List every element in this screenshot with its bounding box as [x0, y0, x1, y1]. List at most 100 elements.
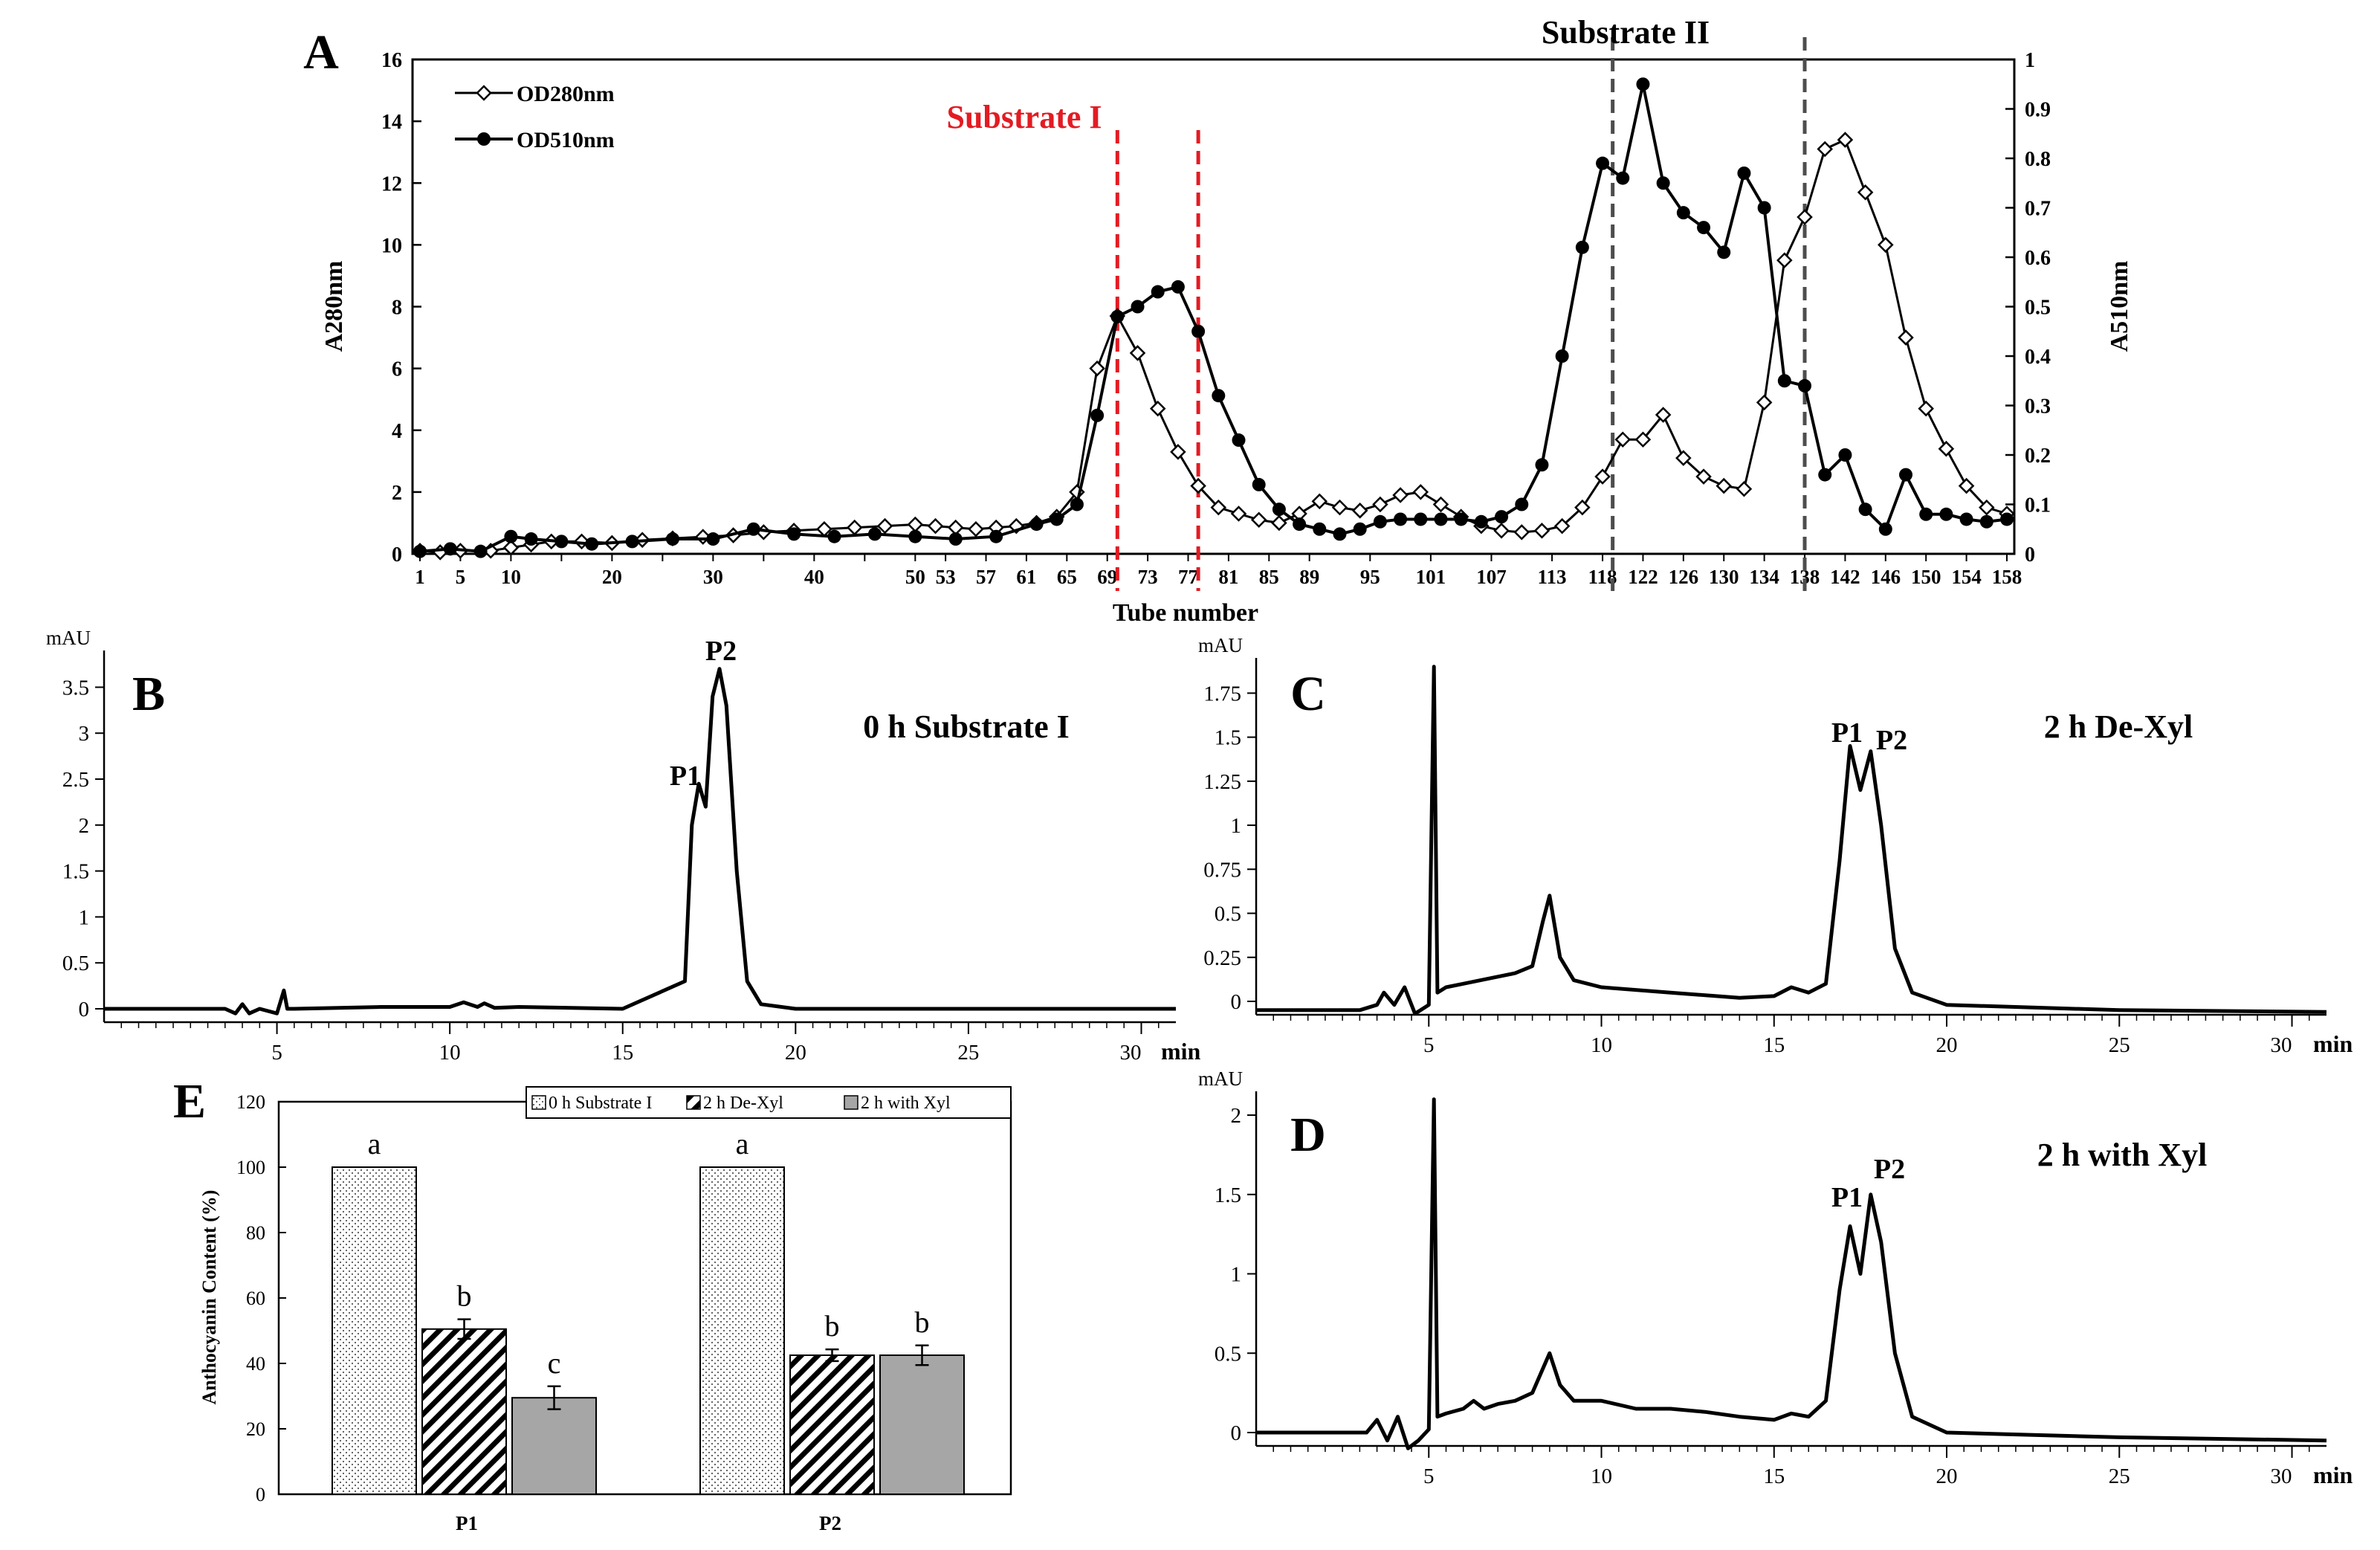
- y-tick-label: 10: [381, 234, 402, 257]
- y-tick-label: 6: [392, 358, 402, 381]
- data-point-od510: [1414, 512, 1428, 526]
- x-tick-label: 65: [1057, 566, 1077, 588]
- peak-label-p1: P1: [670, 761, 701, 792]
- data-point-od280: [1958, 477, 1975, 494]
- panel-a: 0 2 4 6 8 10 12 14 16 0 0.1 0.2 0.3 0.4 0.5 0.6 0.7 0.8 0.…: [303, 14, 2133, 627]
- data-point-od280: [1311, 493, 1328, 510]
- y-tick-label: 14: [381, 111, 402, 134]
- data-point-od280: [907, 516, 924, 533]
- y2-tick-label: 0.6: [2025, 247, 2051, 270]
- data-point-od510: [443, 542, 457, 556]
- data-point-od510: [1495, 510, 1509, 524]
- data-point-od510: [1232, 433, 1246, 448]
- data-point-od280: [1675, 450, 1692, 466]
- y2-tick-label: 1: [2025, 49, 2035, 72]
- x-tick-label: 20: [1936, 1033, 1958, 1057]
- y-tick-label: 3: [79, 722, 90, 746]
- data-point-od510: [1575, 240, 1589, 254]
- y-tick-label: 0.5: [62, 952, 89, 975]
- data-point-od280: [1898, 329, 1914, 346]
- data-point-od510: [1212, 389, 1226, 403]
- peak-label-p2: P2: [1876, 725, 1907, 756]
- data-point-od510: [989, 529, 1003, 543]
- y-tick-label: 8: [392, 297, 402, 320]
- significance-letter: a: [736, 1127, 749, 1160]
- data-point-od510: [1252, 477, 1266, 491]
- data-point-od510: [1616, 171, 1630, 185]
- data-point-od280: [846, 519, 863, 536]
- y-tick-label: 0.25: [1203, 946, 1241, 970]
- x-tick-label: 158: [1992, 566, 2022, 588]
- x-tick-label: 5: [1423, 1033, 1435, 1057]
- legend-label-od280: OD280nm: [517, 82, 615, 106]
- y2-tick-label: 0.4: [2025, 346, 2051, 369]
- data-point-od280: [1857, 184, 1874, 201]
- x-tick-label: 30: [1119, 1041, 1141, 1065]
- data-point-od510: [1878, 522, 1892, 536]
- x-tick-label: 81: [1218, 566, 1238, 588]
- data-point-od510: [1333, 527, 1347, 541]
- y-axis-title: Anthocyanin Content (%): [198, 1190, 220, 1405]
- data-point-od280: [1089, 360, 1105, 377]
- data-point-od510: [1676, 206, 1690, 220]
- y-tick-label: 100: [236, 1157, 265, 1178]
- y-tick-label: 120: [236, 1091, 265, 1113]
- data-point-od510: [1151, 285, 1165, 299]
- x-tick-label: 30: [703, 566, 723, 588]
- x-tick-label: 146: [1871, 566, 1901, 588]
- data-point-od280: [1170, 444, 1186, 460]
- data-point-od280: [1695, 468, 1712, 485]
- bar: [511, 1397, 597, 1495]
- x-tick-label: 15: [612, 1041, 633, 1065]
- data-point-od280: [1837, 132, 1854, 148]
- data-point-od280: [1817, 141, 1833, 158]
- data-point-od280: [1533, 523, 1550, 539]
- y-tick-label: 1: [79, 905, 90, 929]
- data-point-od280: [1250, 511, 1267, 529]
- data-point-od280: [1149, 400, 1166, 417]
- legend-marker-od280: [476, 85, 492, 101]
- category-label-p1: P1: [456, 1512, 478, 1534]
- data-point-od510: [1959, 512, 1973, 526]
- legend-label: 2 h De-Xyl: [703, 1094, 783, 1113]
- y-tick-label: 1.25: [1203, 770, 1241, 794]
- y-tick-label: 2.5: [62, 768, 89, 792]
- data-point-od510: [1636, 77, 1650, 91]
- y-tick-label: 80: [246, 1222, 265, 1244]
- data-point-od510: [554, 535, 569, 549]
- legend-swatch: [686, 1095, 701, 1110]
- data-point-od510: [1029, 517, 1044, 532]
- data-point-od280: [1776, 252, 1793, 268]
- data-point-od280: [1190, 477, 1206, 494]
- y-tick-label: 60: [246, 1288, 265, 1309]
- panel-letter: B: [132, 667, 165, 721]
- y-tick-label: 0.75: [1203, 858, 1241, 882]
- panel-title: 2 h with Xyl: [2037, 1137, 2208, 1173]
- y-tick-label: 2: [79, 814, 90, 838]
- data-point-od510: [706, 532, 720, 546]
- data-point-od510: [504, 529, 518, 543]
- x-tick-label: 5: [456, 566, 466, 588]
- x-tick-label: 15: [1763, 1465, 1785, 1488]
- x-axis-title: min: [2313, 1462, 2353, 1488]
- data-point-od280: [1210, 499, 1227, 516]
- legend-swatch: [531, 1095, 546, 1110]
- x-tick-label: 107: [1476, 566, 1507, 588]
- data-point-od510: [1697, 221, 1711, 235]
- y-tick-label: 1: [1231, 1263, 1242, 1287]
- data-point-od510: [524, 532, 538, 546]
- y-tick-label: 0: [1231, 990, 1242, 1014]
- data-point-od280: [1594, 468, 1611, 485]
- plot-frame: [411, 58, 2016, 555]
- data-point-od280: [1351, 503, 1368, 519]
- x-tick-label: 10: [1591, 1465, 1612, 1488]
- data-point-od510: [1656, 176, 1670, 190]
- data-point-od280: [1634, 431, 1652, 448]
- chromatogram-trace: [1256, 665, 2327, 1016]
- x-tick-label: 25: [2109, 1465, 2130, 1488]
- y-tick-label: 12: [381, 172, 402, 196]
- x-tick-label: 89: [1299, 566, 1319, 588]
- data-point-od510: [413, 544, 427, 558]
- data-point-od280: [1513, 524, 1530, 540]
- panel-c: 0 0.25 0.5 0.75 1 1.25 1.5 1.75 5 10 15 20 25 30 min mA…: [1198, 634, 2353, 1057]
